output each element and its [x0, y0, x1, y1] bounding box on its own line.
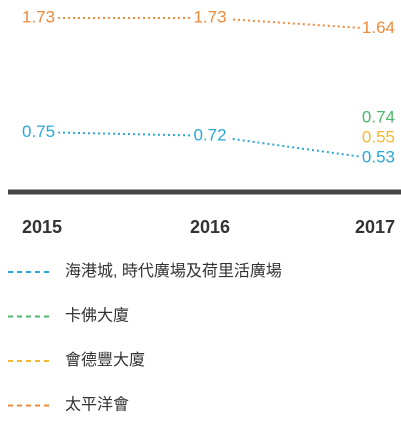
value-label: 0.55 — [362, 127, 395, 146]
legend-label: 會德豐大廈 — [65, 351, 145, 369]
value-label: 0.72 — [193, 125, 226, 144]
series-line — [48, 17, 371, 30]
value-label: 0.74 — [362, 107, 395, 126]
value-label: 0.75 — [22, 122, 55, 141]
value-label: 1.64 — [362, 18, 395, 37]
legend-label: 海港城, 時代廣場及荷里活廣場 — [65, 262, 282, 280]
value-label: 1.73 — [22, 7, 55, 26]
x-tick-label: 2016 — [190, 217, 230, 237]
legend-label: 卡佛大廈 — [65, 307, 129, 325]
value-label: 0.53 — [362, 147, 395, 166]
legend-label: 太平洋會 — [65, 396, 129, 414]
x-tick-label: 2015 — [22, 217, 62, 237]
value-label: 1.73 — [193, 7, 226, 26]
x-tick-label: 2017 — [355, 217, 395, 237]
